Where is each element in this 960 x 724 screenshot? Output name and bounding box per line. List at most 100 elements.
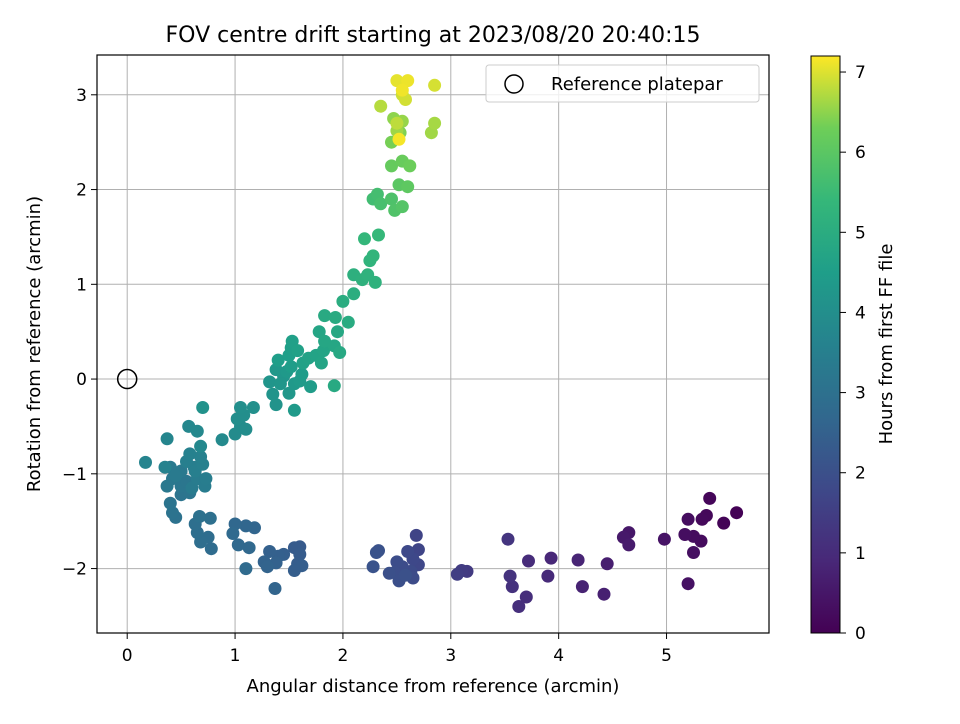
data-point	[681, 512, 695, 526]
colorbar-tick-label: 3	[855, 384, 866, 404]
data-point	[687, 546, 700, 559]
data-point	[390, 74, 404, 88]
data-point	[160, 479, 174, 493]
colorbar-label: Hours from first FF file	[876, 244, 897, 445]
data-point	[395, 200, 409, 214]
data-point	[271, 353, 285, 367]
colorbar-tick-label: 0	[855, 624, 866, 644]
data-point	[158, 460, 172, 474]
data-point	[242, 541, 256, 555]
data-point	[160, 432, 174, 446]
data-point	[374, 197, 388, 211]
data-point	[194, 450, 208, 464]
x-tick-label: 4	[553, 646, 564, 666]
data-point	[505, 580, 519, 594]
x-axis-ticks: 0 1 2 3 4 5	[122, 633, 672, 666]
data-point	[519, 590, 533, 604]
colorbar-tick-label: 5	[855, 223, 866, 243]
data-point	[273, 377, 287, 391]
data-point	[512, 600, 526, 613]
data-point	[196, 401, 210, 414]
legend: Reference platepar	[485, 64, 760, 103]
data-point	[571, 553, 585, 567]
data-point	[347, 287, 361, 301]
data-point	[366, 560, 380, 574]
colorbar-tick-label: 1	[855, 544, 866, 564]
data-point	[263, 545, 277, 558]
data-point	[450, 567, 464, 581]
data-point	[260, 560, 274, 574]
data-point	[193, 510, 206, 523]
data-point	[428, 116, 442, 130]
x-axis-label: Angular distance from reference (arcmin)	[247, 676, 620, 697]
data-point	[239, 422, 253, 436]
x-tick-label: 1	[230, 646, 241, 666]
data-point	[183, 447, 197, 461]
y-tick-label: −1	[62, 465, 87, 485]
y-tick-label: 2	[76, 181, 87, 201]
data-point	[163, 496, 177, 510]
reference-platepar-point	[116, 368, 138, 390]
data-point	[246, 401, 260, 414]
data-point	[268, 582, 282, 595]
data-point	[215, 433, 229, 447]
data-point	[269, 398, 283, 412]
data-point	[717, 516, 731, 530]
chart-title: FOV centre drift starting at 2023/08/20 …	[166, 23, 701, 48]
legend-box	[485, 64, 760, 103]
data-point	[678, 528, 692, 541]
data-point	[366, 249, 380, 263]
data-point	[401, 545, 415, 558]
colorbar-ticks: 0 1 2 3 4 5 6 7	[840, 63, 866, 644]
x-tick-label: 2	[338, 646, 349, 666]
data-point	[390, 116, 404, 130]
data-point	[730, 506, 744, 520]
data-point	[622, 538, 636, 552]
data-point	[285, 334, 299, 348]
y-tick-label: 0	[76, 370, 87, 390]
x-tick-label: 3	[445, 646, 456, 666]
data-point	[544, 551, 558, 565]
data-point	[403, 159, 417, 173]
colorbar-tick-label: 2	[855, 464, 866, 484]
data-point	[341, 315, 355, 329]
data-point	[295, 367, 309, 381]
y-tick-label: −2	[62, 560, 87, 580]
data-point	[327, 379, 341, 393]
data-point	[266, 387, 280, 401]
colorbar-gradient	[810, 55, 841, 634]
data-point	[503, 569, 517, 583]
data-point	[312, 325, 326, 339]
data-point	[190, 424, 204, 438]
data-point	[185, 481, 199, 495]
data-point	[382, 566, 396, 580]
data-point	[282, 386, 296, 400]
data-point	[575, 580, 589, 594]
data-point	[231, 538, 245, 552]
data-point	[291, 344, 305, 358]
data-point	[372, 228, 385, 242]
data-point	[263, 375, 277, 389]
data-point	[681, 577, 695, 591]
data-point	[328, 311, 342, 324]
legend-entry-label: Reference platepar	[551, 74, 723, 95]
data-point	[234, 401, 247, 414]
data-point	[395, 83, 409, 97]
data-point	[284, 360, 298, 374]
data-point	[374, 99, 388, 113]
data-point	[600, 557, 614, 571]
data-point	[541, 569, 555, 583]
y-tick-label: 3	[76, 86, 87, 106]
data-point	[385, 159, 398, 173]
x-tick-label: 0	[122, 646, 133, 666]
data-point	[399, 568, 412, 582]
data-point	[522, 554, 535, 568]
data-point	[226, 527, 240, 540]
data-point	[199, 472, 213, 486]
data-point	[194, 439, 208, 453]
data-point	[501, 532, 515, 546]
data-point	[318, 309, 332, 323]
legend-open-circle-icon	[504, 74, 524, 94]
